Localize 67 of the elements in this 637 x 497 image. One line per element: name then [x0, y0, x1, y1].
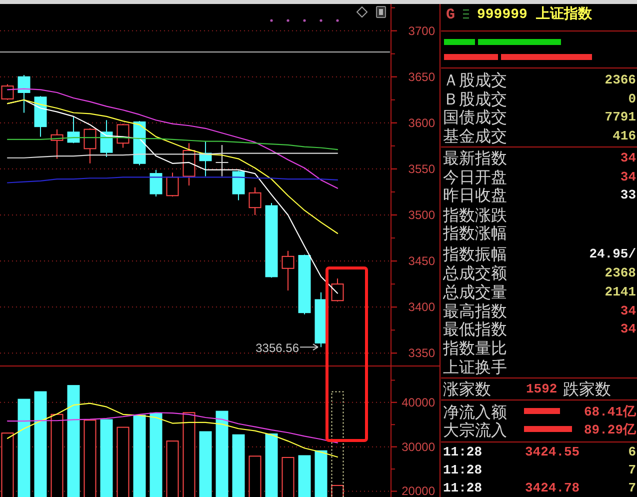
text: 最低指数	[443, 320, 507, 338]
candlestick	[67, 116, 80, 144]
y-tick-label: 3700	[408, 24, 436, 38]
candlestick	[18, 74, 30, 114]
text: 33	[620, 188, 636, 202]
text: 大宗流入	[443, 420, 507, 440]
candlestick	[282, 250, 294, 291]
candlestick	[150, 169, 162, 198]
text: 国债成交	[443, 108, 507, 126]
text: 0	[628, 92, 636, 106]
y-tick-label: 30000	[402, 440, 436, 454]
text: 3424.55	[525, 444, 580, 460]
y-tick-label: 3450	[408, 254, 436, 268]
text: 89.29亿	[584, 422, 637, 438]
candlestick	[100, 120, 113, 158]
text: 基金成交	[443, 126, 507, 146]
text: 6	[628, 444, 636, 460]
text: 3424.78	[525, 480, 580, 496]
text: 2366	[604, 72, 636, 88]
line-series	[6, 412, 338, 444]
text: 2368	[604, 266, 636, 280]
text: 跌家数	[563, 380, 611, 398]
text: 11:28	[443, 462, 482, 478]
text: Ｂ股成交	[443, 90, 507, 108]
text: 上证换手	[443, 358, 507, 376]
text: 总成交额	[442, 264, 507, 282]
text: 416	[612, 128, 636, 144]
candlestick	[232, 170, 245, 201]
text: 总成交量	[442, 282, 507, 302]
text: 34	[620, 150, 636, 166]
text: 1592	[526, 382, 558, 396]
text: 24.95/	[589, 246, 636, 262]
y-tick-label: 3550	[408, 162, 436, 176]
text: 指数涨跌	[442, 206, 507, 224]
text: 7791	[604, 110, 636, 124]
text: 11:28	[443, 444, 482, 460]
text: 68.41亿	[584, 404, 637, 420]
text: 今日开盘	[443, 168, 507, 186]
text: 指数振幅	[442, 244, 507, 264]
text: Ａ股成交	[443, 70, 507, 90]
y-tick-label: 3650	[408, 70, 436, 84]
text: 999999 上证指数	[477, 6, 593, 23]
line-series	[6, 402, 338, 458]
text: 最高指数	[443, 302, 507, 320]
text: 34	[620, 170, 636, 184]
text: 11:28	[443, 480, 482, 496]
text: 净流入额	[443, 402, 507, 422]
line-series	[6, 99, 338, 234]
text: 34	[620, 322, 636, 336]
text: 最新指数	[443, 148, 507, 168]
text: 7	[628, 462, 636, 478]
text: 指数量比	[442, 338, 507, 358]
text: 34	[620, 304, 636, 318]
text: 7	[628, 480, 636, 496]
text: 昨日收盘	[443, 186, 507, 204]
y-tick-label: 3600	[408, 116, 436, 130]
text: 涨家数	[443, 380, 491, 398]
annotation: 3356.56	[256, 341, 300, 356]
text: 2141	[604, 284, 636, 300]
text: G	[446, 6, 456, 24]
y-tick-label: 3400	[408, 300, 436, 314]
y-tick-label: 3350	[408, 346, 436, 360]
y-tick-label: 20000	[402, 484, 436, 497]
candlestick	[248, 186, 262, 216]
text: 指数涨幅	[442, 224, 507, 242]
y-tick-label: 3500	[408, 208, 436, 222]
y-tick-label: 40000	[402, 395, 436, 410]
